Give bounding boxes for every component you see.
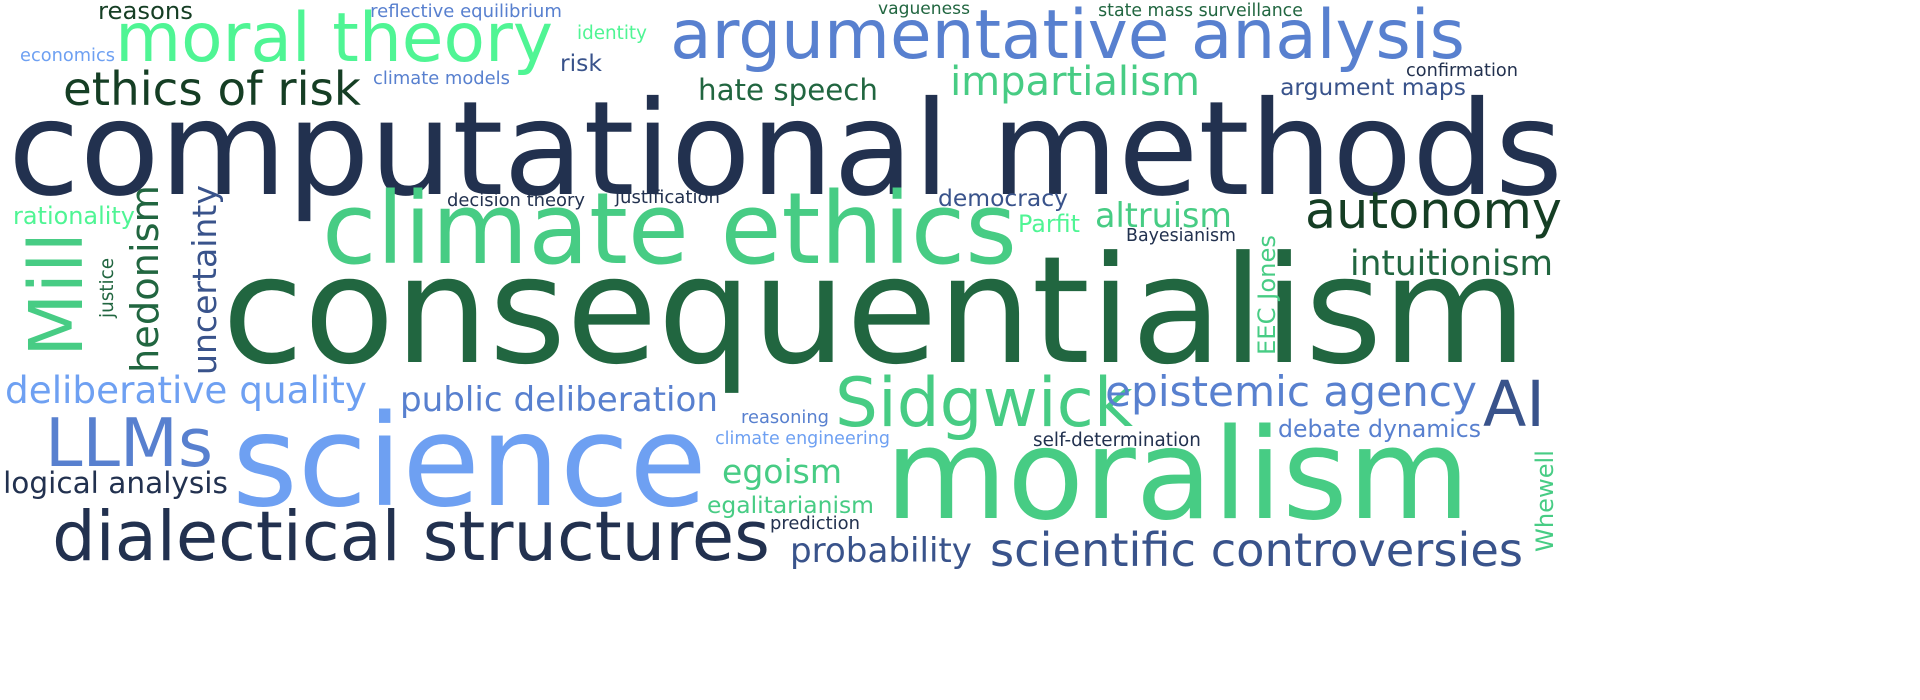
word-science: science [232, 388, 707, 536]
word-reasoning: reasoning [741, 407, 829, 429]
word-deliberative-quality: deliberative quality [5, 368, 367, 413]
word-autonomy: autonomy [1305, 180, 1562, 240]
word-debate-dynamics: debate dynamics [1278, 415, 1481, 444]
word-altruism: altruism [1095, 196, 1232, 236]
word-impartialism: impartialism [950, 59, 1200, 106]
word-argument-maps: argument maps [1280, 73, 1466, 102]
word-state-mass-surveillance: state mass surveillance [1098, 1, 1303, 22]
word-argumentative-analysis: argumentative analysis [670, 0, 1465, 75]
word-rationality: rationality [13, 202, 135, 231]
word-ethics-of-risk: ethics of risk [63, 62, 361, 117]
word-computational-methods: computational methods [8, 72, 1563, 225]
word-reflective-equilibrium: reflective equilibrium [370, 0, 562, 22]
word-self-determination: self-determination [1033, 429, 1201, 451]
word-justice: justice [96, 258, 118, 318]
word-economics: economics [20, 46, 115, 67]
word-confirmation: confirmation [1406, 61, 1518, 82]
word-llms: LLMs [45, 404, 213, 483]
word-consequentialism: consequentialism [222, 225, 1527, 399]
word-sidgwick: Sidgwick [835, 362, 1133, 442]
word-identity: identity [577, 22, 647, 44]
word-democracy: democracy [938, 184, 1068, 213]
word-climate-engineering: climate engineering [715, 429, 890, 450]
word-mill: Mill [14, 232, 100, 357]
word-climate-ethics: climate ethics [322, 172, 1017, 288]
word-epistemic-agency: epistemic agency [1105, 367, 1477, 417]
word-whewell: Whewell [1530, 450, 1559, 552]
word-egoism: egoism [722, 452, 842, 492]
word-eec-jones: EEC Jones [1252, 235, 1281, 355]
word-hate-speech: hate speech [698, 73, 878, 108]
word-egalitarianism: egalitarianism [707, 491, 874, 520]
word-climate-models: climate models [373, 68, 510, 90]
word-intuitionism: intuitionism [1350, 243, 1553, 284]
word-public-deliberation: public deliberation [400, 379, 718, 420]
word-reasons: reasons [98, 0, 193, 25]
word-moralism: moralism [885, 401, 1470, 549]
word-ai: AI [1483, 367, 1545, 442]
word-bayesianism: Bayesianism [1126, 226, 1236, 247]
word-parfit: Parfit [1018, 210, 1080, 239]
word-vagueness: vagueness [878, 0, 970, 20]
word-prediction: prediction [770, 513, 860, 535]
word-decision-theory: decision theory [447, 190, 585, 212]
word-uncertainty: uncertainty [185, 185, 225, 375]
word-scientific-controversies: scientific controversies [990, 522, 1523, 577]
word-moral-theory: moral theory [115, 0, 553, 78]
word-dialectical-structures: dialectical structures [52, 497, 770, 578]
word-risk: risk [560, 49, 602, 78]
word-justification: justification [615, 186, 720, 208]
word-probability: probability [790, 530, 972, 571]
word-logical-analysis: logical analysis [3, 466, 228, 501]
